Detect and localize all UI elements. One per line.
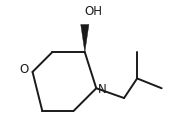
Text: O: O <box>20 63 29 76</box>
Text: OH: OH <box>85 5 103 18</box>
Text: N: N <box>98 83 107 96</box>
Polygon shape <box>81 25 89 52</box>
